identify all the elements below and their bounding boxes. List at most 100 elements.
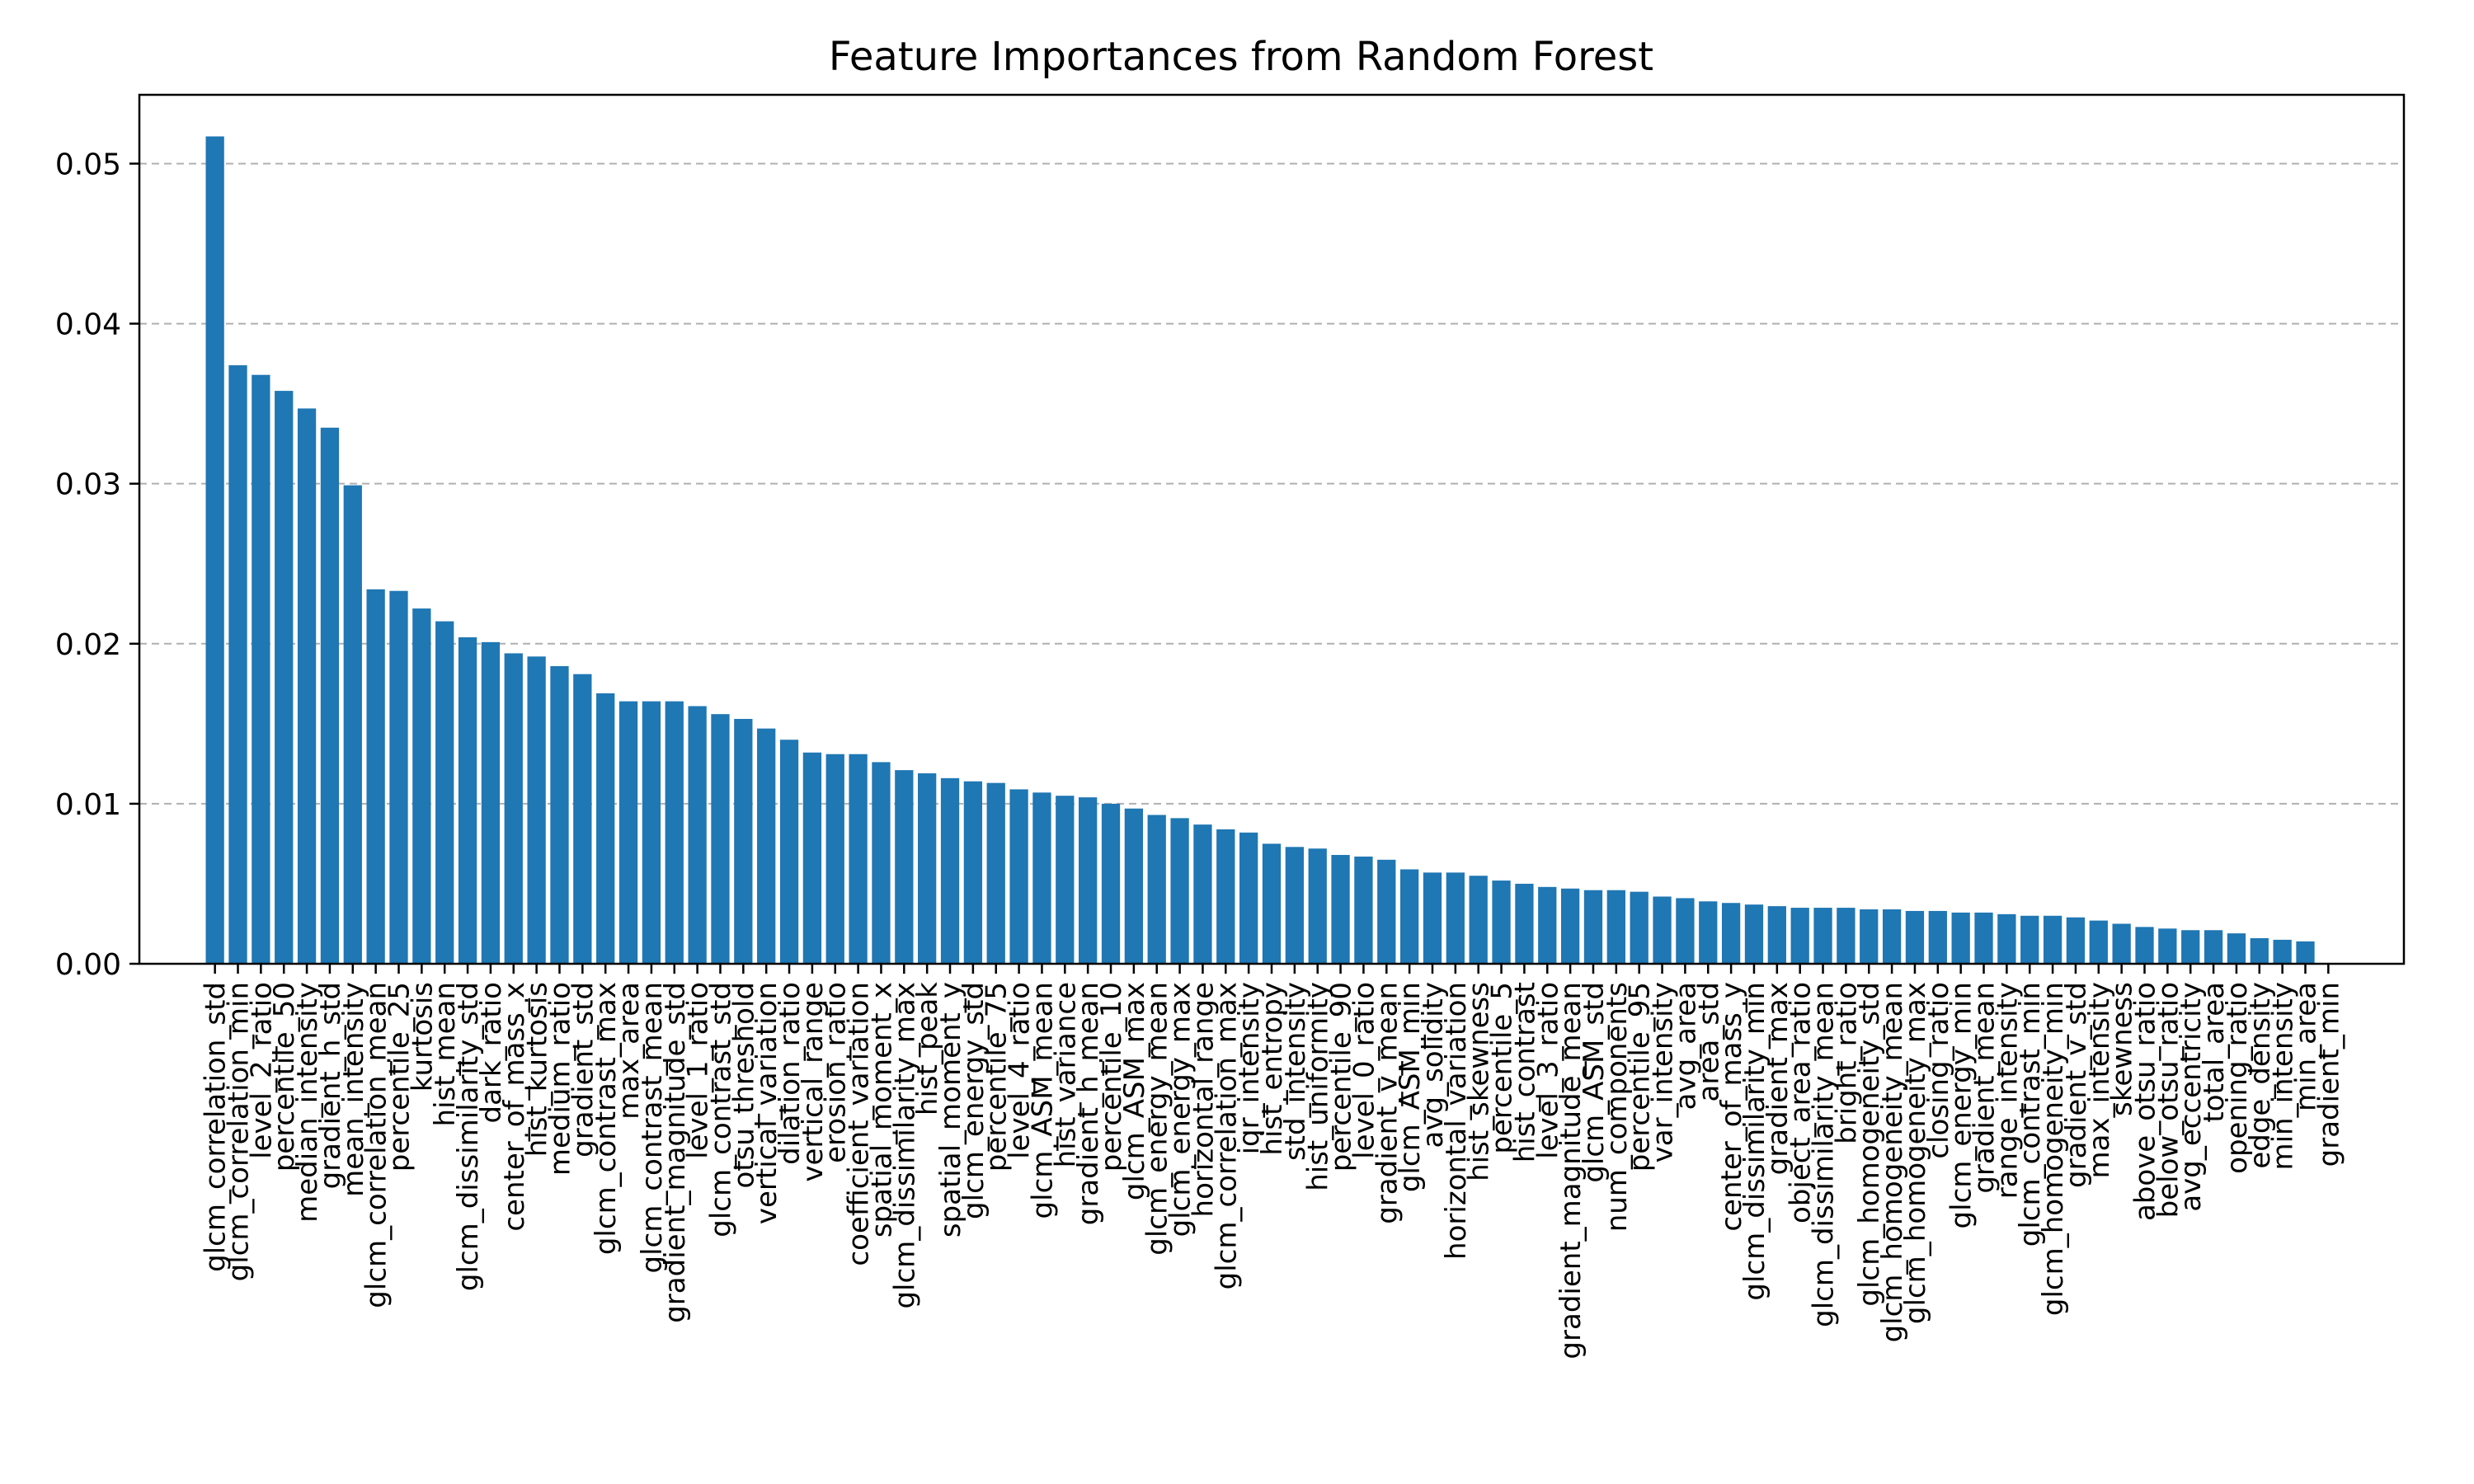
x-tick-label: gradient_std	[567, 982, 600, 1158]
x-tick-label: num_components	[1601, 982, 1634, 1232]
x-tick-label: glcm_correlation_std	[200, 982, 233, 1272]
bar	[228, 365, 247, 964]
bar	[1262, 843, 1282, 964]
x-tick-label: percentile_25	[383, 982, 416, 1172]
bar	[1790, 908, 1809, 964]
x-tick-label: glcm_dissimilarity_mean	[1808, 982, 1841, 1327]
x-tick-label: below_otsu_ratio	[2152, 982, 2185, 1218]
bar	[1928, 910, 1947, 964]
bar	[849, 754, 868, 964]
bar	[1308, 848, 1327, 964]
bar	[1767, 906, 1786, 964]
x-tick-label: horizontal_range	[1187, 982, 1220, 1217]
bar	[1147, 815, 1166, 964]
x-tick-label: glcm_energy_mean	[1141, 982, 1174, 1256]
x-tick-label: center_of_mass_x	[498, 982, 531, 1232]
bar	[2227, 933, 2246, 964]
bar	[275, 391, 294, 965]
y-tick-label: 0.01	[55, 788, 121, 822]
bar	[688, 706, 707, 964]
x-tick-label: gradient_v_mean	[1371, 982, 1404, 1224]
bar	[1676, 898, 1695, 964]
bar	[1560, 888, 1580, 964]
bar	[986, 782, 1005, 964]
x-tick-label: glcm_ASM_std	[1578, 982, 1611, 1183]
x-tick-label: level_0_ratio	[1348, 982, 1380, 1159]
x-tick-label: hist_peak	[911, 982, 944, 1115]
bar	[1606, 890, 1625, 964]
x-tick-label: dilation_ratio	[774, 982, 807, 1165]
bar	[895, 770, 914, 964]
bar	[412, 608, 431, 964]
x-tick-label: glcm_contrast_max	[590, 982, 623, 1255]
x-tick-label: glcm_homogeneity_max	[1899, 982, 1932, 1324]
bar	[1216, 829, 1235, 964]
plot-frame	[138, 93, 2406, 965]
bar	[2273, 939, 2292, 964]
x-tick-label: closing_ratio	[1922, 982, 1955, 1159]
bar	[2043, 915, 2062, 964]
bar	[1423, 872, 1442, 964]
bar	[2204, 930, 2223, 964]
grid-lines	[139, 162, 2404, 965]
x-tick-label: avg_eccentricity	[2175, 982, 2208, 1212]
x-tick-label: min_area	[2289, 982, 2322, 1111]
bar	[802, 752, 822, 964]
x-tick-label: gradient_magnitude_std	[659, 982, 692, 1323]
y-tick-label: 0.03	[55, 468, 121, 502]
bar	[734, 719, 753, 964]
bar	[872, 762, 891, 964]
bar	[779, 740, 799, 964]
x-tick-label: percentile_10	[1095, 982, 1128, 1172]
bar	[1079, 797, 1098, 964]
x-tick-label: glcm_energy_max	[1164, 982, 1197, 1237]
bar	[1193, 824, 1212, 964]
x-axis-ticks: glcm_correlation_stdglcm_correlation_min…	[200, 964, 2345, 1360]
x-tick-label: level_3_ratio	[1531, 982, 1564, 1159]
x-tick-label: gradient_h_mean	[1072, 982, 1105, 1225]
x-tick-label: hist_variance	[1049, 982, 1082, 1167]
x-tick-label: spatial_moment_x	[865, 982, 898, 1237]
bar	[1721, 903, 1741, 964]
bar	[2158, 928, 2177, 964]
bar	[366, 589, 385, 964]
bar	[596, 693, 615, 964]
bar	[1951, 912, 1970, 964]
x-tick-label: level_4_ratio	[1004, 982, 1037, 1159]
bar	[2135, 927, 2154, 964]
x-tick-label: area_std	[1692, 982, 1725, 1101]
bar	[297, 408, 317, 964]
x-tick-label: hist_contrast	[1508, 982, 1541, 1162]
bar	[2112, 923, 2131, 964]
bar	[2066, 917, 2086, 964]
bar	[642, 701, 661, 964]
x-tick-label: glcm_correlation_min	[223, 982, 256, 1281]
bar	[1170, 818, 1189, 964]
x-tick-label: percentile_95	[1624, 982, 1657, 1172]
bar	[1399, 869, 1419, 964]
y-tick-label: 0.05	[55, 148, 121, 181]
bar	[1583, 890, 1603, 964]
bar	[1837, 908, 1856, 964]
bar	[1860, 909, 1879, 964]
x-tick-label: glcm_energy_min	[1945, 982, 1978, 1228]
x-tick-label: mean_intensity	[337, 982, 370, 1197]
x-tick-label: percentile_50	[268, 982, 301, 1172]
chart-title: Feature Importances from Random Forest	[829, 34, 1653, 80]
bar	[1882, 909, 1902, 964]
bar	[1032, 792, 1051, 964]
bar	[252, 374, 270, 964]
x-tick-label: iqr_intensity	[1233, 982, 1266, 1154]
x-tick-label: vertical_variation	[750, 982, 783, 1224]
bar	[618, 701, 638, 964]
x-tick-label: bright_ratio	[1830, 982, 1863, 1144]
x-tick-label: opening_ratio	[2221, 982, 2254, 1174]
x-tick-label: avg_area	[1669, 982, 1702, 1110]
x-tick-label: glcm_ASM_min	[1394, 982, 1427, 1192]
x-tick-label: erosion_ratio	[820, 982, 853, 1163]
x-tick-label: hist_entropy	[1256, 982, 1289, 1156]
bar	[2296, 941, 2315, 964]
x-tick-label: glcm_homogeneity_mean	[1876, 982, 1909, 1342]
x-tick-label: min_intensity	[2267, 982, 2300, 1171]
